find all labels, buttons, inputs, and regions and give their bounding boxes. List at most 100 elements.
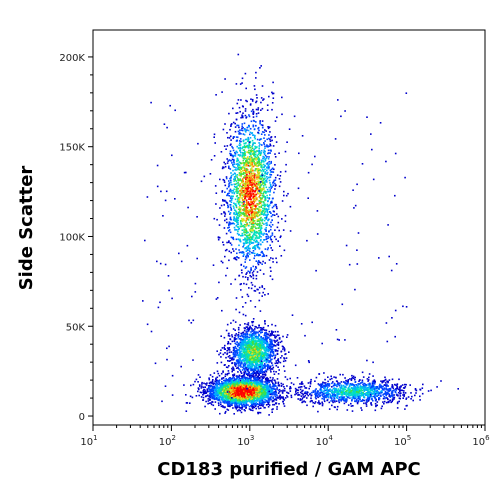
data-point [253, 355, 256, 357]
data-point [229, 213, 231, 215]
data-point [230, 123, 232, 126]
data-point [263, 339, 265, 342]
data-point [249, 137, 252, 139]
data-point [262, 364, 265, 367]
data-point [239, 347, 241, 349]
data-point [260, 336, 262, 338]
data-point [244, 302, 247, 304]
data-point [253, 340, 256, 342]
data-point [259, 310, 262, 312]
data-point [271, 355, 273, 358]
data-point [262, 195, 265, 197]
data-point [267, 247, 269, 249]
data-point [198, 388, 200, 391]
data-point [217, 372, 220, 375]
data-point [237, 257, 240, 259]
data-point [255, 348, 258, 350]
data-point [239, 352, 241, 355]
data-point [259, 224, 261, 227]
data-point [257, 112, 260, 114]
data-point [262, 405, 264, 407]
data-point [253, 230, 256, 232]
data-point [254, 137, 256, 140]
data-point [243, 155, 245, 157]
data-point [255, 71, 257, 74]
data-point [232, 222, 234, 225]
data-point [245, 228, 247, 230]
data-point [280, 340, 283, 343]
data-point [253, 367, 256, 369]
data-point [258, 196, 260, 198]
data-point [251, 333, 254, 335]
data-point [233, 191, 235, 194]
data-point [264, 320, 266, 322]
data-point [246, 323, 248, 326]
data-point [259, 367, 261, 369]
data-point [264, 357, 267, 359]
data-point [275, 371, 277, 373]
data-point [257, 412, 259, 415]
data-point [242, 149, 245, 151]
data-point [245, 173, 248, 176]
data-point [247, 180, 249, 182]
data-point [209, 392, 212, 394]
data-point [238, 193, 241, 195]
data-point [228, 185, 230, 187]
data-point [248, 287, 250, 289]
data-point [242, 159, 245, 162]
data-point [259, 358, 261, 360]
data-point [264, 179, 267, 182]
data-point [265, 218, 267, 220]
data-point [247, 126, 250, 128]
data-point [269, 357, 271, 359]
data-point [266, 345, 268, 348]
data-point [241, 229, 244, 231]
data-point [253, 252, 256, 255]
data-point [259, 262, 262, 264]
data-point [239, 144, 242, 146]
data-point [250, 219, 253, 221]
data-point [251, 284, 254, 286]
data-point [217, 238, 220, 241]
data-point [265, 222, 267, 225]
data-point [242, 146, 244, 148]
data-point [250, 184, 252, 186]
data-point [261, 343, 263, 345]
data-point [249, 141, 252, 144]
data-point [268, 224, 271, 227]
data-point [246, 204, 249, 207]
data-point [234, 220, 237, 222]
data-point [254, 247, 257, 249]
data-point [234, 130, 237, 133]
data-point [264, 177, 266, 179]
data-point [243, 164, 245, 166]
data-point [253, 343, 255, 345]
data-point [258, 160, 261, 163]
data-point [248, 221, 251, 224]
data-point [264, 358, 267, 361]
data-point [243, 158, 246, 160]
data-point [236, 185, 238, 188]
data-point [232, 190, 234, 192]
data-point [237, 147, 240, 150]
data-point [216, 387, 219, 390]
data-point [269, 333, 272, 335]
data-point [250, 361, 253, 364]
data-point [244, 191, 247, 193]
data-point [213, 372, 216, 374]
data-point [227, 192, 229, 195]
data-point [239, 201, 241, 203]
data-point [235, 225, 238, 227]
data-point [228, 183, 230, 185]
data-point [257, 263, 260, 266]
data-point [255, 343, 258, 346]
data-point [260, 348, 263, 350]
data-point [270, 350, 273, 353]
data-point [254, 341, 256, 344]
data-point [208, 390, 210, 392]
data-point [234, 329, 236, 331]
data-point [252, 235, 254, 238]
data-point [261, 204, 264, 207]
data-point [263, 188, 265, 191]
data-point [240, 191, 243, 194]
